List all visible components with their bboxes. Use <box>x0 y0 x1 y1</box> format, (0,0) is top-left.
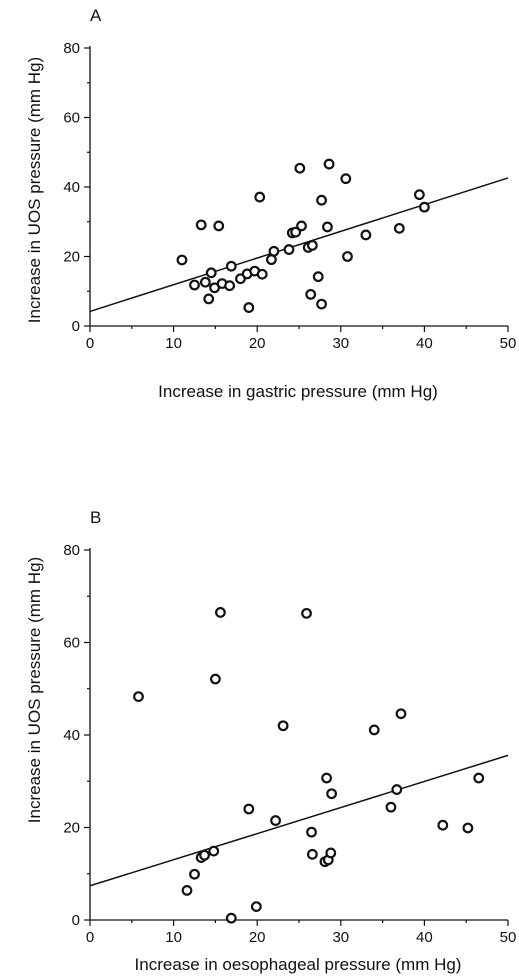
panel-a-y-tick-label: 20 <box>63 249 80 266</box>
panel-b-y-tick-label: 20 <box>63 820 80 837</box>
panel-b-data-point <box>301 607 312 619</box>
panel-a-data-point <box>360 229 372 241</box>
panel-a-y-tick-label: 80 <box>63 40 80 57</box>
panel-a-data-point <box>268 245 280 257</box>
panel-a-data-point <box>316 194 327 206</box>
panel-a-data-point <box>213 220 225 232</box>
panel-a-data-point <box>205 267 217 279</box>
panel-b-data-point <box>243 803 255 815</box>
panel-b-data-point <box>326 788 338 800</box>
panel-a-x-tick-label: 50 <box>500 335 517 352</box>
panel-b-y-axis-title: Increase in UOS pressure (mm Hg) <box>25 557 44 823</box>
panel-a-x-axis-title: Increase in gastric pressure (mm Hg) <box>158 382 438 401</box>
panel-a-regression-line <box>89 177 509 313</box>
panel-b-data-point <box>181 885 193 896</box>
panel-a-data-point <box>176 254 188 266</box>
panel-a-data-point <box>283 244 295 255</box>
panel-a-data-point <box>419 201 430 213</box>
panel-b-x-tick-label: 40 <box>416 929 433 946</box>
panel-b-x-tick-label: 50 <box>500 929 517 946</box>
panel-a-data-point <box>322 221 333 233</box>
panel-b-data-point <box>391 784 403 795</box>
panel-a-data-point <box>323 158 335 170</box>
panel-a-data-point <box>305 288 317 300</box>
panel-a-y-axis-title: Increase in UOS pressure (mm Hg) <box>25 57 44 323</box>
panel-a-data-point <box>254 191 266 203</box>
panel-a-data-point <box>195 219 207 231</box>
panel-b-data-point <box>462 822 474 834</box>
panel-b-y-tick-label: 60 <box>63 635 80 652</box>
panel-b-regression-line <box>89 754 509 887</box>
panel-a-data-point <box>413 189 425 201</box>
panel-a-data-point <box>189 279 200 291</box>
panel-a-data-point <box>296 220 307 232</box>
panel-b-data-point <box>225 912 237 924</box>
panel-a-data-point <box>224 280 236 292</box>
panel-b-data-point <box>306 848 318 860</box>
panel-b-data-point <box>209 673 221 685</box>
panel-b-data-point <box>321 772 332 784</box>
panel-b-data-point <box>277 720 289 732</box>
panel-a-data-point <box>256 268 268 280</box>
panel-a-x-tick-label: 20 <box>249 335 266 352</box>
panel-b-data-point <box>473 772 485 784</box>
panel-a-y-tick-label: 40 <box>63 179 80 196</box>
panel-b-data-point <box>270 815 281 826</box>
panel-a-data-point <box>316 298 327 310</box>
panel-a-data-point <box>393 222 405 234</box>
panel-b-letter: B <box>90 508 101 527</box>
panel-b-data-point <box>133 691 144 703</box>
panel-b-scatter-chart: B Increase in UOS pressure (mm Hg) Incre… <box>25 508 516 974</box>
panel-b-data-point <box>437 819 449 831</box>
panel-b-data-point <box>189 868 200 880</box>
panel-b-data-point <box>250 901 262 912</box>
panel-a-data-point <box>290 226 302 238</box>
panel-b-data-point <box>215 607 226 618</box>
panel-b-x-tick-label: 10 <box>165 929 182 946</box>
panel-a-data-point <box>294 162 306 174</box>
panel-b-x-tick-label: 30 <box>332 929 349 946</box>
panel-b-x-tick-label: 0 <box>86 929 94 946</box>
panel-a-data-point <box>243 302 255 313</box>
panel-b-data-point <box>325 847 337 859</box>
panel-a-letter: A <box>90 6 102 25</box>
panel-a-data-point <box>203 293 215 305</box>
panel-a-x-tick-label: 40 <box>416 335 433 352</box>
panel-a-x-tick-label: 10 <box>165 335 182 352</box>
panel-a-data-point <box>225 260 237 272</box>
panel-a-data-point <box>340 173 352 185</box>
panel-a-data-point <box>306 239 318 251</box>
panel-b-data-point <box>306 826 317 838</box>
panel-a-data-point <box>342 251 353 262</box>
panel-b-y-tick-label: 80 <box>63 542 80 559</box>
panel-a-y-tick-label: 0 <box>72 318 80 335</box>
panel-b-data-point <box>395 708 407 720</box>
panel-b-x-axis-title: Increase in oesophageal pressure (mm Hg) <box>135 955 462 974</box>
panel-b-data-point <box>208 845 220 857</box>
panel-a-y-tick-label: 60 <box>63 110 80 127</box>
panel-a-x-tick-label: 30 <box>332 335 349 352</box>
panel-a-data-point <box>312 271 324 283</box>
panel-b-data-point <box>368 724 380 736</box>
panel-b-y-tick-label: 40 <box>63 727 80 744</box>
panel-b-data-point <box>199 849 210 861</box>
panel-a-x-tick-label: 0 <box>86 335 94 352</box>
panel-b-y-tick-label: 0 <box>72 912 80 929</box>
panel-a-data-point <box>199 276 211 288</box>
panel-a-scatter-chart: A Increase in UOS pressure (mm Hg) Incre… <box>25 6 516 401</box>
panel-b-x-tick-label: 20 <box>249 929 266 946</box>
panel-b-data-point <box>385 801 397 813</box>
